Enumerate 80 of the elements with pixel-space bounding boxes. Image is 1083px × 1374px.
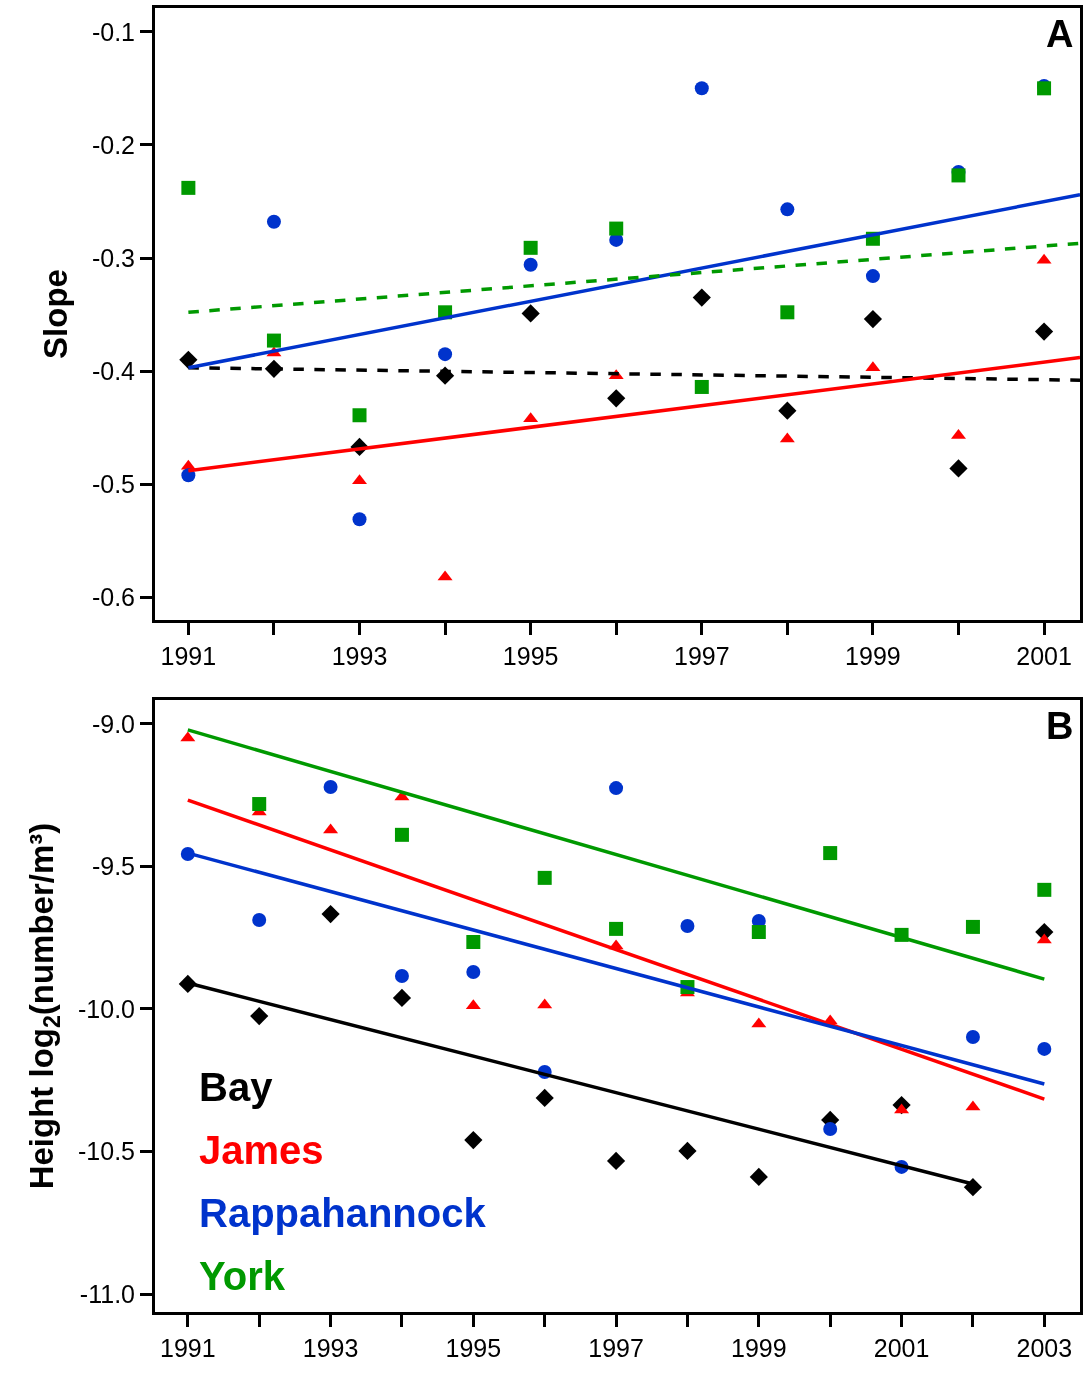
x-tick-label: 1993 <box>331 642 388 670</box>
point <box>537 870 552 885</box>
y-tick-label: -0.4 <box>91 356 136 385</box>
x-tick-label: 1999 <box>731 1334 787 1362</box>
point <box>266 333 281 348</box>
point <box>607 389 626 408</box>
y-tick-label: -0.6 <box>91 583 135 612</box>
text: York <box>199 1254 286 1298</box>
point <box>692 288 711 307</box>
series-label: Bay <box>199 1065 274 1109</box>
point <box>252 913 267 928</box>
y-tick-label: -0.3 <box>91 243 135 272</box>
point <box>1037 882 1052 897</box>
point <box>266 214 281 229</box>
point <box>865 269 880 284</box>
point <box>1034 322 1054 341</box>
point <box>179 350 198 369</box>
point <box>466 935 481 950</box>
x-tick-label: 1997 <box>673 642 730 670</box>
point <box>694 81 709 96</box>
point <box>949 459 968 478</box>
point <box>749 1167 768 1186</box>
point <box>352 512 367 527</box>
point <box>1037 1041 1052 1056</box>
point <box>863 309 883 329</box>
point <box>780 202 795 217</box>
x-tick-label: 2001 <box>1016 642 1072 670</box>
text: James <box>199 1128 324 1172</box>
point <box>606 1151 626 1171</box>
annotation: B <box>1046 705 1074 747</box>
x-tick-label: 1999 <box>845 642 901 670</box>
point <box>323 779 338 794</box>
point <box>678 1141 697 1161</box>
point <box>523 257 538 272</box>
y-tick-label: -0.1 <box>91 17 135 46</box>
y-tick-label: -10.0 <box>78 994 135 1023</box>
point <box>751 925 766 940</box>
point <box>535 1088 554 1108</box>
point <box>394 968 409 983</box>
point <box>181 180 196 195</box>
x-tick-label: 1991 <box>160 642 217 670</box>
y-tick-label: -9.0 <box>91 709 135 738</box>
point <box>694 379 709 394</box>
point <box>252 797 267 812</box>
y-tick-label: -0.2 <box>91 130 135 159</box>
point <box>438 347 453 362</box>
point <box>521 304 540 323</box>
x-tick-label: 1993 <box>302 1334 359 1362</box>
point <box>823 846 838 861</box>
y-tick-label: -11.0 <box>79 1279 135 1308</box>
y-tick-label: -10.5 <box>78 1137 135 1166</box>
point <box>823 1122 838 1136</box>
y-tick-label: -9.5 <box>91 852 135 881</box>
point <box>965 1029 980 1044</box>
point <box>780 305 795 320</box>
point <box>965 919 980 934</box>
point <box>680 919 695 934</box>
x-tick-label: 1997 <box>588 1334 644 1362</box>
x-tick-label: 1991 <box>160 1334 216 1362</box>
point <box>609 781 624 796</box>
y-tick-label: -0.5 <box>91 470 135 498</box>
x-tick-label: 2003 <box>1016 1334 1073 1362</box>
y-axis-title: Slope <box>36 269 74 359</box>
x-tick-label: 2001 <box>873 1334 930 1362</box>
x-tick-label: 1995 <box>502 642 559 670</box>
annotation: A <box>1046 13 1074 55</box>
point <box>352 408 367 423</box>
x-tick-label: 1995 <box>445 1334 502 1362</box>
point <box>250 1007 269 1026</box>
point <box>778 401 797 420</box>
point <box>392 988 412 1007</box>
point <box>464 1131 483 1150</box>
point <box>466 964 481 979</box>
point <box>609 921 624 936</box>
point <box>609 221 624 236</box>
point <box>321 904 340 924</box>
point <box>963 1178 983 1197</box>
text: Rappahannock <box>199 1191 487 1235</box>
point <box>394 827 409 842</box>
point <box>523 240 538 255</box>
